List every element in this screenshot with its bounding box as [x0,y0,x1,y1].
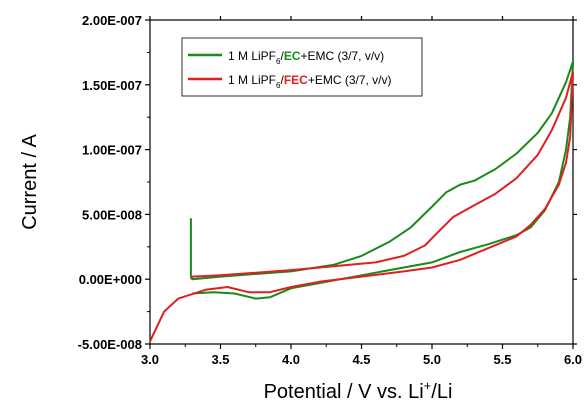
y-tick-label: 2.00E-007 [82,13,142,28]
y-tick-label: 1.50E-007 [82,78,142,93]
y-tick-label: 5.00E-008 [82,207,142,222]
x-tick-label: 5.5 [493,352,511,367]
axes-layer: 3.0 3.5 4.0 4.5 5.0 5.5 6.0 -5.00E-008 0.00E+000… [78,13,582,367]
legend-box [181,37,423,97]
legend: 1 M LiPF6/EC+EMC (3/7, v/v) 1 M LiPF6/FE… [181,37,423,97]
x-tick-label: 6.0 [564,352,582,367]
series-2-upper-line [190,71,574,280]
legend-label-2: 1 M LiPF6/FEC+EMC (3/7, v/v) [228,73,392,90]
series-layer [149,61,574,342]
y-tick-label: 0.00E+000 [79,272,142,287]
x-axis-title: Potential / V vs. Li+/Li [264,378,453,403]
series-1-upper-line [189,61,574,281]
x-tick-label: 4.0 [282,352,300,367]
y-axis-title: Current / A [19,134,41,230]
y-tick-label: -5.00E-008 [78,337,142,352]
x-tick-label: 4.5 [352,352,370,367]
legend-label-1: 1 M LiPF6/EC+EMC (3/7, v/v) [228,49,384,66]
y-tick-label: 1.00E-007 [82,143,142,158]
series-1-lower-line [192,61,574,300]
x-tick-label: 5.0 [423,352,441,367]
x-tick-label: 3.0 [141,352,159,367]
series-2-lower-line [149,71,574,342]
x-tick-label: 3.5 [211,352,229,367]
